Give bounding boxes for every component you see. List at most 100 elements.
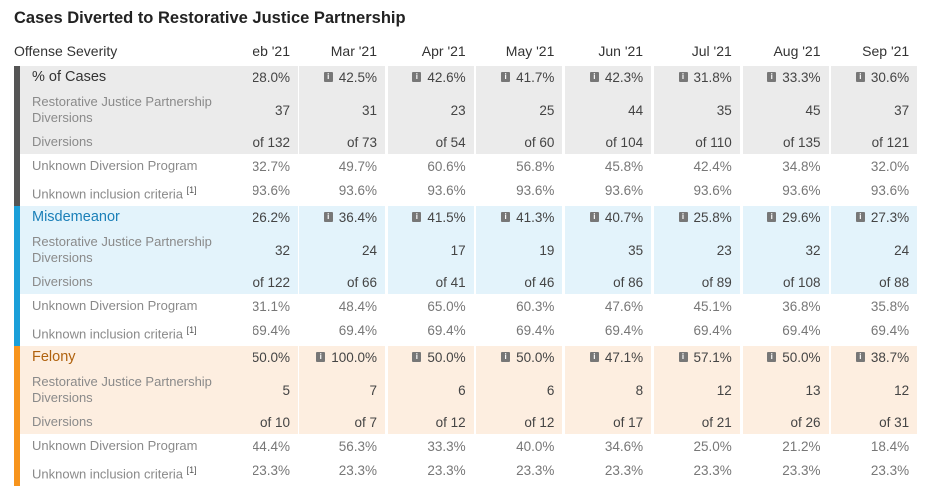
cell-unknown-criteria: 23.3% [388, 458, 474, 482]
cell-value: 23 [716, 242, 732, 258]
info-icon[interactable]: i [767, 72, 777, 82]
month-header[interactable]: Aug '21 [743, 43, 820, 63]
cell-value: 17 [450, 242, 466, 258]
cell-rjp: 45 [743, 92, 829, 128]
info-icon[interactable]: i [589, 72, 599, 82]
cell-value: 42.4% [693, 158, 732, 174]
info-icon[interactable]: i [501, 212, 511, 222]
cell-value: 32.7% [253, 158, 290, 174]
cell-value: 57.1% [693, 349, 732, 365]
info-icon[interactable]: i [678, 72, 688, 82]
info-icon[interactable]: i [412, 352, 422, 362]
cell-percent: i 41.7% [476, 66, 562, 88]
footnote-marker[interactable]: [1] [186, 185, 197, 195]
info-icon[interactable]: i [767, 352, 777, 362]
month-header[interactable]: May '21 [476, 43, 555, 63]
section-name[interactable]: % of Cases [32, 69, 107, 85]
cell-value: 33.3% [782, 69, 821, 85]
section-name[interactable]: Misdemeanor [32, 209, 120, 225]
row-label-text: Unknown inclusion criteria [32, 466, 184, 482]
cell-value: 24 [894, 242, 910, 258]
month-header-label: Jul '21 [691, 43, 732, 59]
row-label-diversions: Diversions [32, 414, 93, 430]
cell-value: 31.1% [253, 298, 290, 314]
cell-value: 36.8% [782, 298, 821, 314]
month-header[interactable]: Jul '21 [654, 43, 732, 63]
cell-unknown-criteria: 69.4% [388, 318, 474, 342]
month-header[interactable]: Feb '21 [253, 43, 290, 63]
cell-value: 93.6% [427, 182, 466, 198]
cell-unknown-program: 44.4% [253, 434, 298, 458]
info-icon[interactable]: i [855, 72, 865, 82]
cell-rjp: 12 [654, 372, 740, 408]
month-header[interactable]: Jun '21 [565, 43, 643, 63]
cell-unknown-criteria: 69.4% [743, 318, 829, 342]
column-background [387, 206, 474, 294]
info-icon[interactable]: i [501, 72, 511, 82]
cell-value: of 66 [346, 274, 377, 290]
cell-value: of 110 [695, 134, 732, 150]
cell-value: of 26 [790, 414, 821, 430]
column-background [387, 346, 474, 434]
cell-value: of 12 [435, 414, 466, 430]
cell-rjp: 37 [831, 92, 917, 128]
row-label-text: Unknown inclusion criteria [32, 326, 184, 342]
cell-value: 29.6% [782, 209, 821, 225]
cell-rjp: 44 [565, 92, 651, 128]
footnote-marker[interactable]: [1] [186, 465, 197, 475]
info-icon[interactable]: i [855, 212, 865, 222]
info-icon[interactable]: i [589, 352, 599, 362]
info-icon[interactable]: i [767, 212, 777, 222]
cell-rjp: 13 [743, 372, 829, 408]
page-title: Cases Diverted to Restorative Justice Pa… [14, 9, 406, 27]
info-icon[interactable]: i [501, 352, 511, 362]
cell-value: 6 [458, 382, 466, 398]
cell-unknown-program: 56.8% [476, 154, 562, 178]
section-color-bar [14, 206, 20, 346]
section-name[interactable]: Felony [32, 349, 76, 365]
cell-value: 32 [805, 242, 821, 258]
info-icon[interactable]: i [412, 72, 422, 82]
info-icon[interactable]: i [678, 212, 688, 222]
row-label-text: Diversions [32, 134, 93, 149]
cell-unknown-criteria: 93.6% [743, 178, 829, 202]
info-icon[interactable]: i [589, 212, 599, 222]
info-icon[interactable]: i [678, 352, 688, 362]
cell-unknown-program: 33.3% [388, 434, 474, 458]
cell-value: of 7 [354, 414, 377, 430]
cell-percent: i 29.6% [743, 206, 829, 228]
row-label-text: Unknown inclusion criteria [32, 186, 184, 202]
cell-unknown-criteria: 23.3% [299, 458, 385, 482]
column-background [653, 206, 740, 294]
cell-unknown-program: 56.3% [299, 434, 385, 458]
cell-value: of 108 [782, 274, 821, 290]
cell-unknown-criteria: 23.3% [654, 458, 740, 482]
month-header[interactable]: Sep '21 [831, 43, 909, 63]
cell-unknown-program: 25.0% [654, 434, 740, 458]
column-background [653, 346, 740, 434]
cell-value: 40.7% [604, 209, 644, 225]
cell-value: 25 [539, 102, 555, 118]
cell-value: 93.6% [782, 182, 821, 198]
cell-value: of 41 [435, 274, 466, 290]
month-header[interactable]: Mar '21 [299, 43, 377, 63]
cell-value: 45.8% [604, 158, 644, 174]
cell-value: 25.0% [693, 438, 732, 454]
row-label-unknown-program: Unknown Diversion Program [32, 158, 197, 174]
cell-value: 49.7% [338, 158, 377, 174]
month-header[interactable]: Apr '21 [388, 43, 466, 63]
cell-percent: i 31.8% [654, 66, 740, 88]
info-icon[interactable]: i [323, 212, 333, 222]
cell-value: of 60 [524, 134, 555, 150]
info-icon[interactable]: i [316, 352, 326, 362]
cell-percent: i 42.5% [299, 66, 385, 88]
footnote-marker[interactable]: [1] [186, 325, 197, 335]
info-icon[interactable]: i [323, 72, 333, 82]
cell-value: 28.0% [253, 69, 290, 85]
row-label-diversions: Diversions [32, 274, 93, 290]
info-icon[interactable]: i [855, 352, 865, 362]
cell-value: of 54 [435, 134, 466, 150]
cell-value: 24 [361, 242, 377, 258]
info-icon[interactable]: i [412, 212, 422, 222]
cell-value: 93.6% [604, 182, 644, 198]
